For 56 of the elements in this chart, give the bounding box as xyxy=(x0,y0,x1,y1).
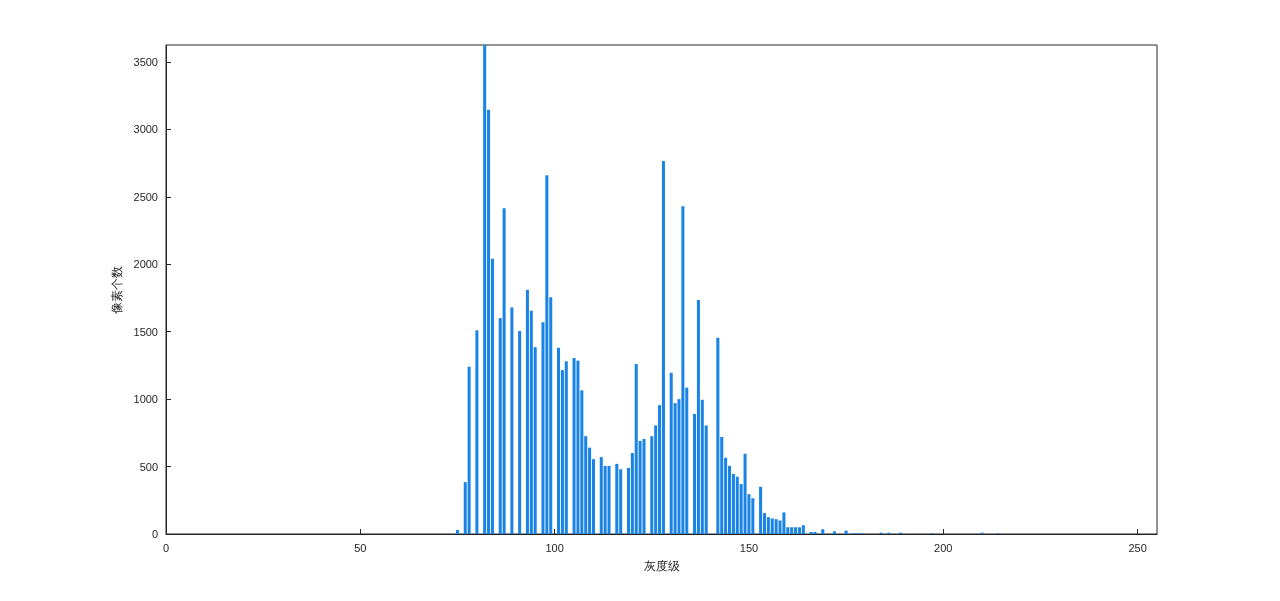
bar xyxy=(832,531,836,534)
bar xyxy=(572,357,576,534)
bar xyxy=(564,361,568,534)
bar xyxy=(615,463,619,534)
y-axis-title: 像素个数 xyxy=(109,265,124,314)
bar xyxy=(669,372,673,534)
bar xyxy=(790,527,794,534)
bar xyxy=(661,161,665,534)
bar xyxy=(751,498,755,534)
y-tick-label: 2500 xyxy=(133,190,158,203)
bar xyxy=(735,476,739,534)
bar xyxy=(599,457,603,534)
bar xyxy=(502,208,506,534)
bar xyxy=(545,175,549,534)
bar xyxy=(557,347,561,534)
bar xyxy=(809,531,813,534)
bar xyxy=(743,453,747,534)
y-tick-label: 3000 xyxy=(133,123,158,136)
bar xyxy=(696,299,700,534)
y-tick-label: 1000 xyxy=(133,393,158,406)
bar xyxy=(844,530,848,534)
y-tick-label: 500 xyxy=(139,460,158,473)
bar xyxy=(576,360,580,534)
x-tick-label: 50 xyxy=(354,541,367,554)
y-tick-label: 3500 xyxy=(133,55,158,68)
bar xyxy=(510,307,514,534)
bar xyxy=(525,289,529,534)
bar xyxy=(467,366,471,534)
bar xyxy=(782,512,786,534)
bar xyxy=(642,438,646,534)
y-tick-label: 2000 xyxy=(133,258,158,271)
bar xyxy=(797,527,801,534)
x-tick-label: 0 xyxy=(162,541,170,554)
bar xyxy=(455,529,459,534)
bar xyxy=(607,465,611,534)
bar xyxy=(716,337,720,534)
bar xyxy=(518,330,522,534)
x-tick-label: 150 xyxy=(739,541,759,554)
bar xyxy=(681,206,685,534)
x-tick-label: 100 xyxy=(545,541,564,554)
bar xyxy=(770,518,774,534)
bar xyxy=(759,486,763,534)
x-axis-title: 灰度级 xyxy=(643,559,680,573)
x-tick-label: 200 xyxy=(934,541,953,554)
bar xyxy=(475,330,479,534)
bar xyxy=(634,364,638,534)
y-tick-label: 1500 xyxy=(133,325,158,338)
bar xyxy=(821,529,825,534)
bar xyxy=(483,45,487,534)
x-tick-label: 250 xyxy=(1128,541,1147,554)
bar xyxy=(801,525,805,534)
bar xyxy=(813,531,817,534)
y-tick-label: 0 xyxy=(151,528,158,540)
bar xyxy=(766,517,770,534)
bar xyxy=(794,527,798,534)
bar xyxy=(774,519,778,534)
